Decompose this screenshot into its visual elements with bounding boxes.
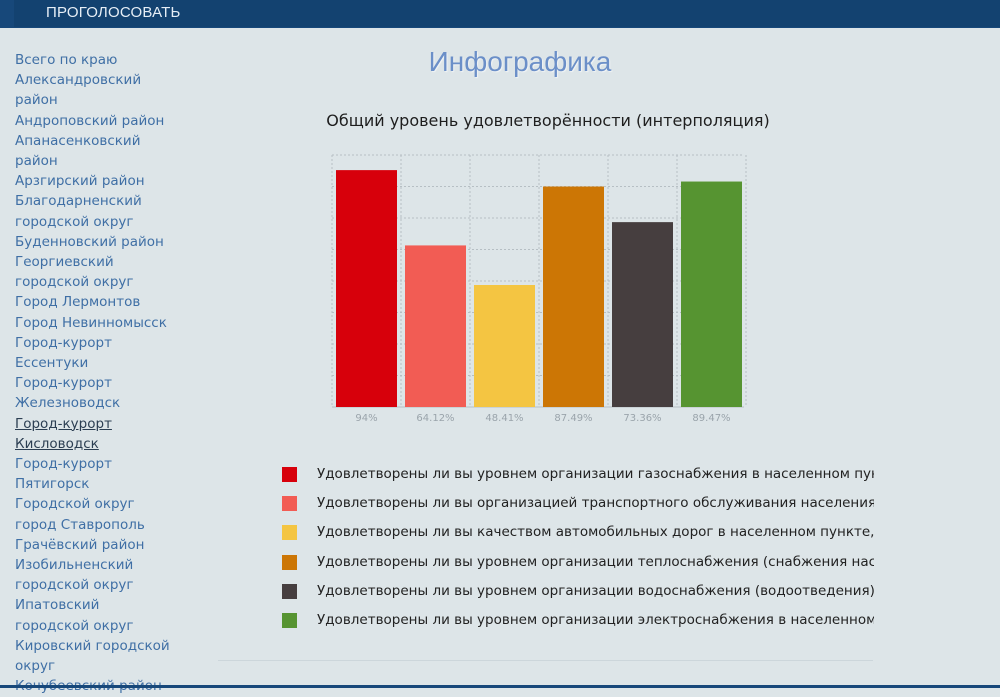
legend-label: Удовлетворены ли вы уровнем организации … xyxy=(317,553,874,570)
legend-label: Удовлетворены ли вы уровнем организации … xyxy=(317,582,874,599)
sidebar-item[interactable]: Благодарненский xyxy=(15,193,142,210)
sidebar-item[interactable]: Георгиевский xyxy=(15,254,114,271)
legend-item: Удовлетворены ли вы уровнем организации … xyxy=(282,580,874,609)
bar[interactable] xyxy=(405,245,466,407)
sidebar-item[interactable]: округ xyxy=(15,658,56,675)
x-tick-label: 89.47% xyxy=(692,413,730,424)
sidebar-item[interactable]: Изобильненский xyxy=(15,557,134,574)
chart-title: Общий уровень удовлетворённости (интерпо… xyxy=(326,111,770,130)
sidebar-item[interactable]: Андроповский район xyxy=(15,112,165,129)
legend-swatch xyxy=(282,496,297,512)
sidebar-item[interactable]: Грачёвский район xyxy=(15,536,145,553)
legend-swatch xyxy=(282,583,297,599)
sidebar-item[interactable]: Город Невинномысск xyxy=(15,314,167,331)
sidebar-region-list: Всего по краю Александровский район Андропо… xyxy=(15,50,185,697)
sidebar-item[interactable]: Город-курорт xyxy=(15,456,112,473)
sidebar-item[interactable]: Город-курорт xyxy=(15,334,112,351)
sidebar-item[interactable]: район xyxy=(15,92,58,109)
sidebar-item[interactable]: Кисловодск xyxy=(15,435,99,452)
legend-swatch xyxy=(282,467,297,482)
legend-label: Удовлетворены ли вы организацией транспо… xyxy=(317,495,874,512)
legend-label: Удовлетворены ли вы качеством автомобиль… xyxy=(317,524,874,541)
sidebar-item[interactable]: Буденновский район xyxy=(15,233,164,250)
sidebar-item[interactable]: Город Лермонтов xyxy=(15,294,141,311)
x-tick-label: 73.36% xyxy=(623,413,661,424)
sidebar-item[interactable]: район xyxy=(15,153,58,170)
legend-item: Удовлетворены ли вы уровнем организации … xyxy=(282,551,874,580)
legend-swatch xyxy=(282,525,297,541)
legend-label: Удовлетворены ли вы уровнем организации … xyxy=(317,611,874,628)
x-tick-label: 48.41% xyxy=(485,413,523,424)
sidebar-item[interactable]: Ессентуки xyxy=(15,355,89,372)
bar[interactable] xyxy=(543,186,604,407)
sidebar-item[interactable]: город Ставрополь xyxy=(15,516,145,533)
sidebar-item[interactable]: Пятигорск xyxy=(15,476,90,493)
legend-item: Удовлетворены ли вы качеством автомобиль… xyxy=(282,521,874,550)
sidebar-item[interactable]: городской округ xyxy=(15,577,134,594)
sidebar-item[interactable]: Арзгирский район xyxy=(15,173,145,190)
bottom-bar xyxy=(0,685,1000,688)
x-tick-label: 64.12% xyxy=(416,413,454,424)
x-tick-label: 94% xyxy=(355,413,377,424)
content-divider xyxy=(218,660,873,661)
sidebar-item[interactable]: Железноводск xyxy=(15,395,121,412)
legend-item: Удовлетворены ли вы уровнем организации … xyxy=(282,463,874,492)
bar[interactable] xyxy=(336,170,397,407)
page-title: Инфографика xyxy=(428,46,612,77)
legend-item: Удовлетворены ли вы организацией транспо… xyxy=(282,492,874,521)
sidebar-item[interactable]: Город-курорт xyxy=(15,375,112,392)
vote-link[interactable]: ПРОГОЛОСОВАТЬ xyxy=(46,4,181,21)
sidebar-item[interactable]: Александровский xyxy=(15,72,142,89)
chart-legend: Удовлетворены ли вы уровнем организации … xyxy=(282,463,874,638)
sidebar-item[interactable]: городской округ xyxy=(15,274,134,291)
sidebar-item[interactable]: Город-курорт xyxy=(15,415,112,432)
x-tick-label: 87.49% xyxy=(554,413,592,424)
legend-swatch xyxy=(282,554,297,570)
sidebar-item[interactable]: Городской округ xyxy=(15,496,135,513)
sidebar-item[interactable]: Кировский городской xyxy=(15,637,170,654)
bar[interactable] xyxy=(612,222,673,407)
legend-swatch xyxy=(282,612,297,628)
legend-item: Удовлетворены ли вы уровнем организации … xyxy=(282,609,874,638)
sidebar-item[interactable]: городской округ xyxy=(15,213,134,230)
sidebar-item[interactable]: Ипатовский xyxy=(15,597,100,614)
sidebar-item[interactable]: городской округ xyxy=(15,617,134,634)
top-nav-bar: ПРОГОЛОСОВАТЬ xyxy=(0,0,1000,28)
bar[interactable] xyxy=(681,181,742,407)
top-nav-tab xyxy=(14,0,1000,27)
sidebar-item[interactable]: Апанасенковский xyxy=(15,132,141,149)
bar[interactable] xyxy=(474,285,535,407)
legend-label: Удовлетворены ли вы уровнем организации … xyxy=(317,466,874,482)
sidebar-item[interactable]: Всего по краю xyxy=(15,52,118,68)
